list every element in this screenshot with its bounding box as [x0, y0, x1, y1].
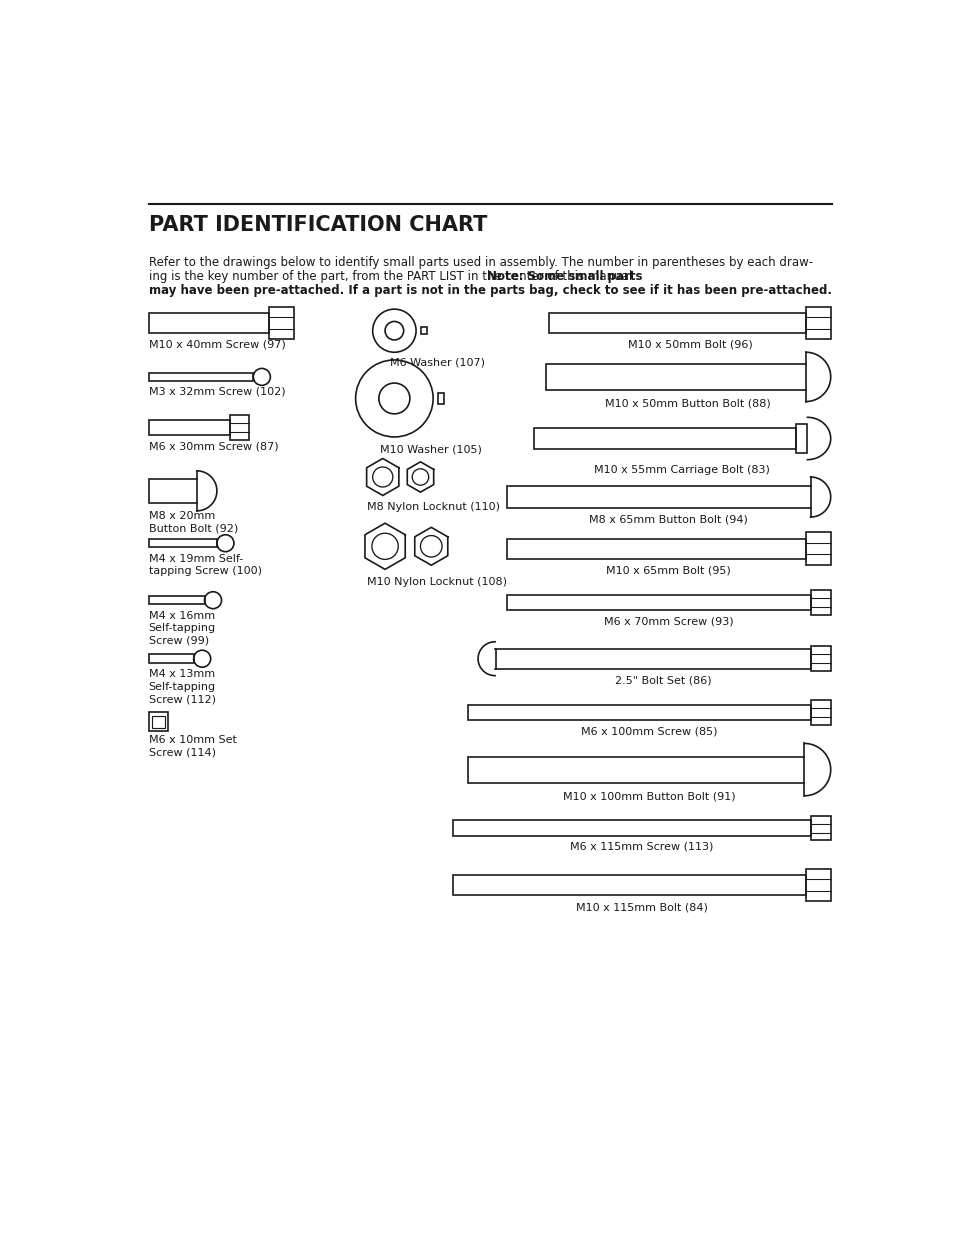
- Text: M10 x 65mm Bolt (95): M10 x 65mm Bolt (95): [606, 566, 730, 576]
- Text: M4 x 19mm Self-
tapping Screw (100): M4 x 19mm Self- tapping Screw (100): [149, 555, 261, 577]
- Text: PART IDENTIFICATION CHART: PART IDENTIFICATION CHART: [149, 215, 487, 235]
- Text: M10 x 50mm Bolt (96): M10 x 50mm Bolt (96): [627, 340, 752, 350]
- Text: 2.5" Bolt Set (86): 2.5" Bolt Set (86): [614, 676, 711, 685]
- Text: M8 x 65mm Button Bolt (94): M8 x 65mm Button Bolt (94): [589, 515, 747, 525]
- Text: M6 x 70mm Screw (93): M6 x 70mm Screw (93): [603, 616, 733, 626]
- Text: M6 Washer (107): M6 Washer (107): [390, 358, 485, 368]
- Text: M10 Nylon Locknut (108): M10 Nylon Locknut (108): [367, 577, 507, 587]
- Text: M4 x 13mm
Self-tapping
Screw (112): M4 x 13mm Self-tapping Screw (112): [149, 669, 215, 704]
- Text: M3 x 32mm Screw (102): M3 x 32mm Screw (102): [149, 387, 285, 396]
- Text: M4 x 16mm
Self-tapping
Screw (99): M4 x 16mm Self-tapping Screw (99): [149, 611, 215, 646]
- Text: M6 x 115mm Screw (113): M6 x 115mm Screw (113): [569, 842, 713, 852]
- Text: M10 x 100mm Button Bolt (91): M10 x 100mm Button Bolt (91): [562, 792, 735, 802]
- Text: M10 x 55mm Carriage Bolt (83): M10 x 55mm Carriage Bolt (83): [594, 466, 769, 475]
- Text: may have been pre-attached. If a part is not in the parts bag, check to see if i: may have been pre-attached. If a part is…: [149, 284, 831, 296]
- Text: M6 x 100mm Screw (85): M6 x 100mm Screw (85): [580, 726, 717, 736]
- Text: M10 x 40mm Screw (97): M10 x 40mm Screw (97): [149, 340, 285, 350]
- Text: M6 x 10mm Set
Screw (114): M6 x 10mm Set Screw (114): [149, 735, 236, 757]
- Text: M10 x 50mm Button Bolt (88): M10 x 50mm Button Bolt (88): [604, 399, 770, 409]
- Text: M6 x 30mm Screw (87): M6 x 30mm Screw (87): [149, 442, 278, 452]
- Text: M8 x 20mm
Button Bolt (92): M8 x 20mm Button Bolt (92): [149, 511, 237, 534]
- Text: M8 Nylon Locknut (110): M8 Nylon Locknut (110): [367, 503, 499, 513]
- Text: Note: Some small parts: Note: Some small parts: [486, 270, 641, 283]
- Text: ing is the key number of the part, from the PART LIST in the center of this manu: ing is the key number of the part, from …: [149, 270, 639, 283]
- Text: M10 Washer (105): M10 Washer (105): [380, 445, 482, 454]
- Text: Refer to the drawings below to identify small parts used in assembly. The number: Refer to the drawings below to identify …: [149, 256, 812, 269]
- Text: M10 x 115mm Bolt (84): M10 x 115mm Bolt (84): [575, 902, 707, 911]
